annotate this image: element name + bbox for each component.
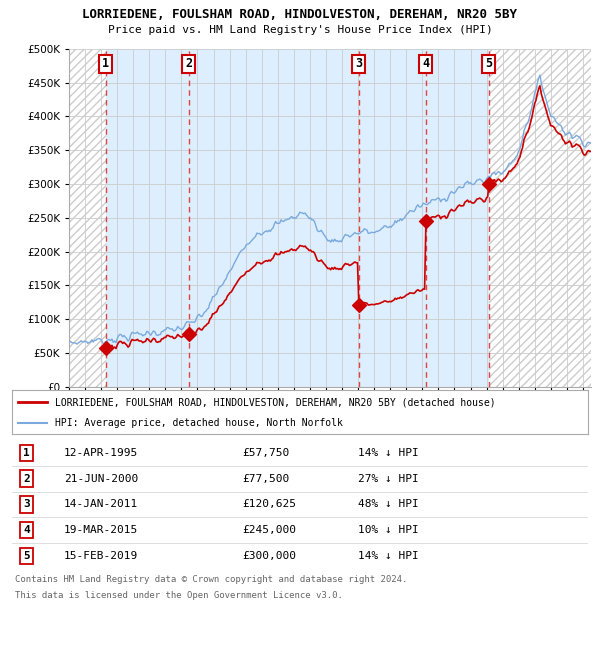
Text: Price paid vs. HM Land Registry's House Price Index (HPI): Price paid vs. HM Land Registry's House … xyxy=(107,25,493,34)
Text: HPI: Average price, detached house, North Norfolk: HPI: Average price, detached house, Nort… xyxy=(55,418,343,428)
Text: 5: 5 xyxy=(23,551,30,561)
Text: £245,000: £245,000 xyxy=(242,525,296,535)
Point xyxy=(184,329,194,339)
Point xyxy=(484,179,493,189)
Point xyxy=(354,300,364,311)
Text: 5: 5 xyxy=(485,57,492,70)
Text: £120,625: £120,625 xyxy=(242,499,296,510)
Text: 27% ↓ HPI: 27% ↓ HPI xyxy=(358,474,418,484)
Text: 4: 4 xyxy=(422,57,429,70)
Text: LORRIEDENE, FOULSHAM ROAD, HINDOLVESTON, DEREHAM, NR20 5BY (detached house): LORRIEDENE, FOULSHAM ROAD, HINDOLVESTON,… xyxy=(55,397,496,407)
Text: £77,500: £77,500 xyxy=(242,474,290,484)
Text: LORRIEDENE, FOULSHAM ROAD, HINDOLVESTON, DEREHAM, NR20 5BY: LORRIEDENE, FOULSHAM ROAD, HINDOLVESTON,… xyxy=(83,8,517,21)
Bar xyxy=(69,49,106,387)
Text: 48% ↓ HPI: 48% ↓ HPI xyxy=(358,499,418,510)
Text: 14-JAN-2011: 14-JAN-2011 xyxy=(64,499,138,510)
Text: This data is licensed under the Open Government Licence v3.0.: This data is licensed under the Open Gov… xyxy=(15,592,343,601)
Text: 12-APR-1995: 12-APR-1995 xyxy=(64,448,138,458)
Bar xyxy=(189,49,359,387)
Point xyxy=(101,343,110,353)
Text: 4: 4 xyxy=(23,525,30,535)
Text: 1: 1 xyxy=(23,448,30,458)
Text: 21-JUN-2000: 21-JUN-2000 xyxy=(64,474,138,484)
Bar xyxy=(359,49,426,387)
Text: £57,750: £57,750 xyxy=(242,448,290,458)
Text: 2: 2 xyxy=(23,474,30,484)
Text: 19-MAR-2015: 19-MAR-2015 xyxy=(64,525,138,535)
Text: 10% ↓ HPI: 10% ↓ HPI xyxy=(358,525,418,535)
Bar xyxy=(106,49,189,387)
Text: 15-FEB-2019: 15-FEB-2019 xyxy=(64,551,138,561)
Point xyxy=(421,216,431,226)
Text: £300,000: £300,000 xyxy=(242,551,296,561)
Text: 2: 2 xyxy=(185,57,193,70)
Text: Contains HM Land Registry data © Crown copyright and database right 2024.: Contains HM Land Registry data © Crown c… xyxy=(15,575,407,584)
Text: 1: 1 xyxy=(102,57,109,70)
Text: 14% ↓ HPI: 14% ↓ HPI xyxy=(358,551,418,561)
Bar xyxy=(488,49,591,387)
Bar xyxy=(426,49,488,387)
Text: 3: 3 xyxy=(355,57,362,70)
Text: 14% ↓ HPI: 14% ↓ HPI xyxy=(358,448,418,458)
Text: 3: 3 xyxy=(23,499,30,510)
